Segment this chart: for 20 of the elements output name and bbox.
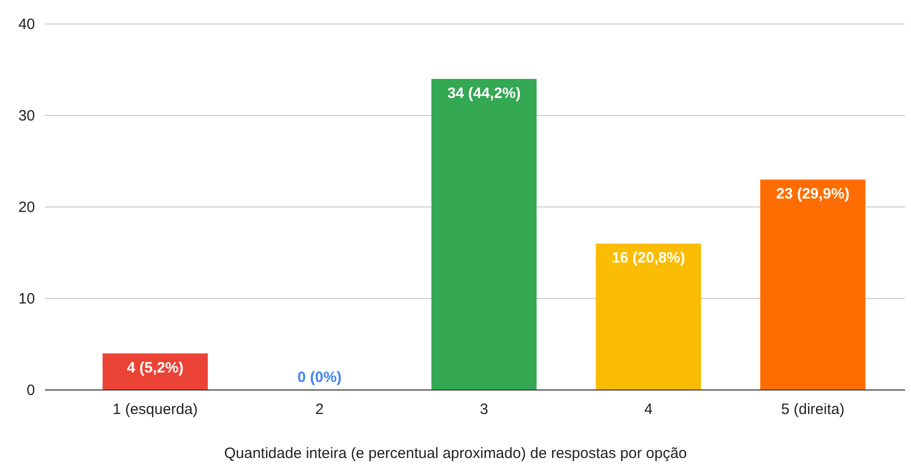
y-tick-label: 40 [18,16,35,33]
data-label: 4 (5,2%) [126,359,184,376]
x-tick-label: 2 [315,401,324,418]
bar [760,180,866,390]
x-axis-title: Quantidade inteira (e percentual aproximado) de respostas por opção [224,445,687,462]
data-label: 16 (20,8%) [612,250,686,267]
bar [596,244,702,390]
y-tick-label: 20 [18,199,35,216]
x-tick-label: 5 (direita) [781,401,844,418]
y-tick-label: 0 [26,382,35,399]
bar [102,353,208,390]
data-label: 0 (0%) [298,369,342,386]
x-tick-label: 3 [480,401,488,418]
y-tick-label: 10 [18,290,35,308]
bar [431,78,537,390]
data-label: 23 (29,9%) [776,186,850,203]
y-tick-label: 30 [18,108,35,124]
data-label: 34 (44,2%) [447,84,521,102]
x-tick-label: 1 (esquerda) [112,401,198,418]
x-tick-label: 4 [644,401,653,418]
